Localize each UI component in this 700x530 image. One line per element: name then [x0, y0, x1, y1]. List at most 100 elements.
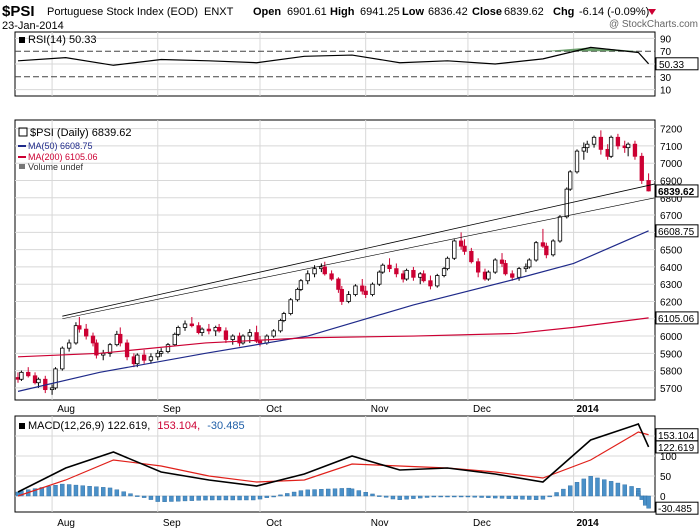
histogram-bar	[602, 479, 607, 497]
histogram-bar	[636, 493, 641, 497]
histogram-bar	[80, 485, 85, 497]
histogram-bar	[60, 483, 65, 497]
candle-body	[510, 273, 515, 278]
candle-body	[172, 333, 177, 346]
histogram-bar	[121, 491, 126, 497]
candle-body	[458, 240, 464, 247]
histogram-bar	[128, 493, 133, 497]
candle-body	[199, 328, 205, 333]
candle-body	[441, 268, 447, 276]
macd-panel	[14, 415, 656, 513]
histogram-bar	[250, 495, 256, 501]
candle-body	[469, 250, 474, 263]
candle-body	[336, 278, 341, 290]
signal-last-label: 153.104	[658, 431, 695, 442]
histogram-bar	[554, 492, 559, 497]
histogram-bar	[257, 495, 263, 500]
rsi-layer	[17, 46, 650, 66]
price-tick-label: 6900	[660, 176, 683, 187]
histogram-bar	[629, 486, 634, 497]
candle-body	[66, 342, 72, 349]
grid	[15, 32, 655, 512]
last-price-label: 6839.62	[658, 187, 695, 198]
candle-body	[189, 323, 195, 327]
histogram-bar	[66, 484, 72, 497]
histogram-bar	[155, 495, 160, 502]
exchange: ENXT	[204, 6, 234, 18]
candle-body	[516, 268, 522, 278]
price-panel	[14, 119, 656, 401]
histogram-bar	[305, 489, 310, 497]
histogram-bar	[141, 495, 147, 498]
histogram-bar	[46, 486, 51, 497]
candle-body	[19, 371, 24, 380]
histogram-bar	[424, 495, 430, 498]
axis-labels: Aug Aug Sep Sep Oct Oct Nov Nov Dec Dec 2014 2014 90…	[57, 34, 699, 529]
candle-body	[305, 273, 310, 282]
macd-legend-icon	[19, 423, 25, 429]
histogram-bar	[176, 495, 181, 502]
candle-body	[223, 330, 229, 340]
candle-body	[312, 268, 317, 275]
candle-body	[574, 150, 580, 173]
down-arrow-icon	[648, 9, 656, 15]
candle-body	[625, 143, 631, 149]
price-tick-label: 6700	[660, 211, 683, 222]
open-label: Open	[253, 6, 281, 18]
histogram-bar	[411, 495, 416, 499]
rsi-legend-text: RSI(14) 50.33	[28, 34, 96, 46]
histogram-bar	[499, 495, 505, 499]
histogram-bar	[278, 494, 283, 497]
candle-body	[639, 155, 644, 181]
histogram-bar	[472, 495, 477, 498]
histogram-bar	[298, 490, 304, 497]
histogram-bar	[397, 495, 402, 500]
histogram-bar	[390, 495, 396, 500]
ma50-legend-text: MA(50) 6608.75	[28, 141, 93, 151]
candle-body	[503, 263, 508, 275]
macd-last-label: 122.619	[658, 443, 695, 454]
histogram-bar	[189, 495, 195, 501]
hist-last-badge	[655, 501, 699, 515]
month-label: Aug	[57, 404, 75, 415]
ma50-last-badge	[655, 224, 699, 238]
histogram-bar	[319, 489, 324, 497]
last-price-badge	[655, 184, 699, 198]
candle-body	[94, 342, 99, 356]
candle-body	[523, 266, 529, 270]
candle-body	[401, 273, 406, 280]
month-label: Dec	[473, 404, 491, 415]
histogram-bar	[182, 495, 188, 502]
candle-body	[53, 368, 58, 389]
ma50-line	[17, 230, 649, 392]
chg-label: Chg	[553, 6, 574, 18]
candle-body	[428, 280, 433, 287]
candle-body	[550, 240, 556, 256]
price-tick-label: 5800	[660, 367, 683, 378]
price-tick-label: 5700	[660, 384, 683, 395]
candle-body	[591, 136, 597, 145]
month-label: Oct	[266, 518, 282, 529]
date: 23-Jan-2014	[2, 20, 64, 32]
histogram-bar	[291, 491, 297, 497]
histogram-bar	[135, 495, 140, 497]
candle-body	[544, 245, 549, 256]
candle-body	[339, 288, 344, 302]
price-legend: $PSI (Daily) 6839.62 MA(50) 6608.75 MA(2…	[18, 127, 132, 172]
histogram-bar	[223, 495, 229, 501]
histogram-bar	[162, 495, 167, 502]
histogram-bar	[32, 488, 38, 497]
macd-last-badge	[655, 440, 699, 454]
histogram-bar	[114, 489, 120, 497]
candle-legend-icon	[18, 127, 28, 137]
histogram-bar	[169, 495, 174, 502]
price-tick-label: 6800	[660, 194, 683, 205]
rsi-tick-label: 30	[660, 73, 672, 84]
rsi-tick-label: 90	[660, 34, 672, 45]
candle-body	[475, 261, 481, 273]
candle-body	[557, 216, 563, 242]
histogram-bar	[325, 488, 331, 497]
candle-body	[271, 330, 276, 337]
rsi-tick-label: 70	[660, 47, 672, 58]
